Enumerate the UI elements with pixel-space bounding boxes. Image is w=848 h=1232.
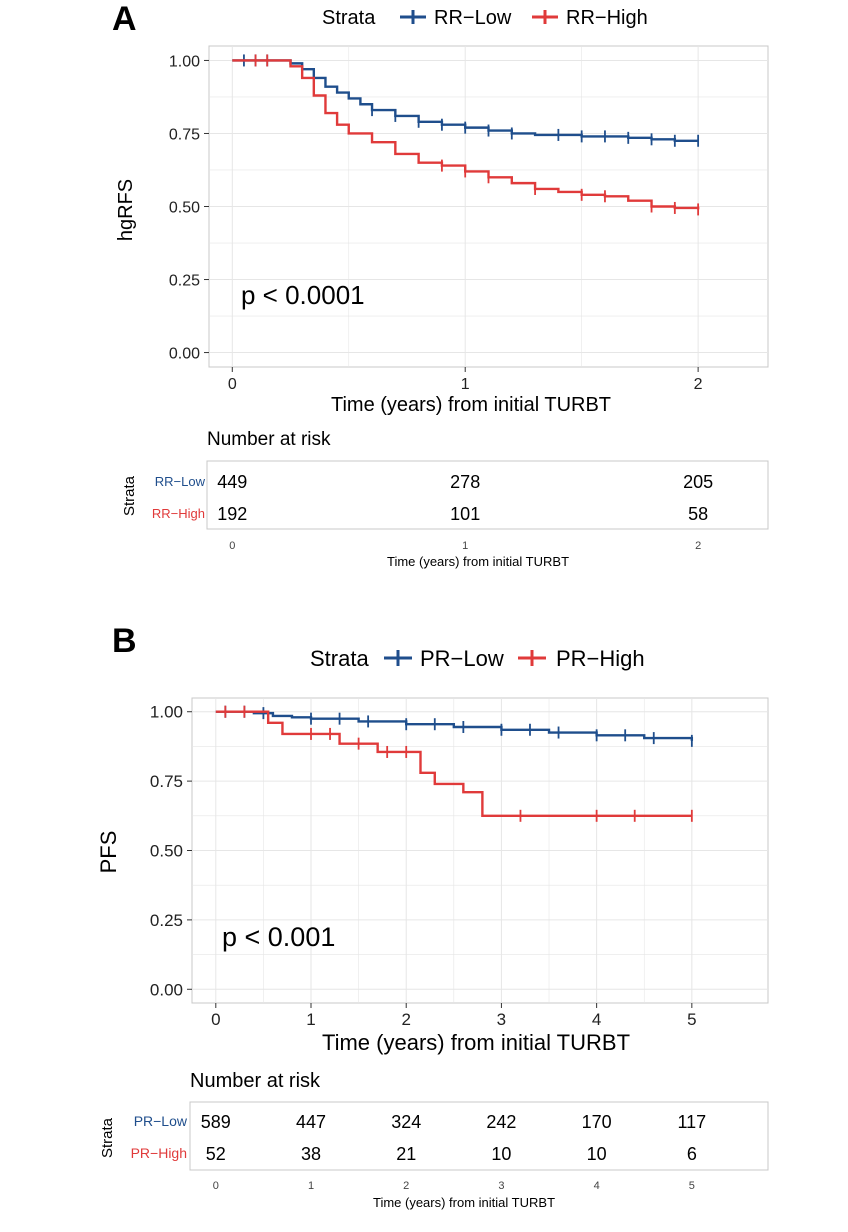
x-tick-label: 2	[694, 376, 703, 393]
risk-row-label-high: PR−High	[131, 1145, 187, 1161]
y-tick-label: 0.00	[150, 980, 183, 999]
panel-a: A Strata RR−Low RR−High 0 1 20.000.250.500…	[112, 0, 769, 569]
risk-count: 242	[486, 1112, 516, 1132]
risk-x-label-a: Time (years) from initial TURBT	[387, 554, 569, 569]
risk-count: 21	[396, 1144, 416, 1164]
risk-count: 449	[217, 472, 247, 492]
legend-a: Strata RR−Low RR−High	[322, 7, 648, 29]
x-axis-label-a: Time (years) from initial TURBT	[331, 394, 611, 416]
x-tick-label: 3	[497, 1010, 506, 1029]
curves-b	[215, 705, 694, 822]
panel-b: B Strata PR−Low PR−High 0 1 2 3 4 5 0.00 0.25 0.…	[96, 622, 769, 1210]
risk-x-tick-label: 4	[594, 1180, 600, 1192]
risk-table-a: RR−Low 449 278 205 RR−High 192 101 58 0 1 2	[152, 472, 713, 552]
risk-x-tick-label: 0	[229, 540, 235, 552]
y-tick-label: 0.25	[169, 273, 200, 290]
y-tick-label: 0.00	[169, 346, 200, 363]
panel-letter-b: B	[112, 622, 137, 660]
legend-title-b: Strata	[310, 646, 369, 671]
risk-count: 10	[491, 1144, 511, 1164]
legend-label-low-b: PR−Low	[420, 646, 504, 671]
axes-b: 0 1 2 3 4 5 0.00 0.25 0.50 0.75 1.00	[150, 703, 697, 1029]
km-curve-high	[215, 710, 692, 818]
risk-count: 6	[687, 1144, 697, 1164]
p-value-a: p < 0.0001	[241, 280, 365, 310]
legend-label-high-a: RR−High	[566, 7, 648, 29]
risk-table-frame-b	[189, 1101, 769, 1171]
risk-strata-label-a: Strata	[121, 475, 138, 516]
risk-count: 192	[217, 504, 247, 524]
risk-x-tick-label: 2	[403, 1180, 409, 1192]
risk-row-label-low: PR−Low	[134, 1113, 188, 1129]
risk-x-tick-label: 3	[498, 1180, 504, 1192]
risk-count: 589	[201, 1112, 231, 1132]
y-axis-label-a: hgRFS	[115, 179, 137, 241]
risk-table-title-a: Number at risk	[207, 429, 331, 450]
risk-x-tick-label: 1	[308, 1180, 314, 1192]
y-tick-label: 0.50	[169, 200, 200, 217]
x-tick-label: 4	[592, 1010, 601, 1029]
risk-count: 278	[450, 472, 480, 492]
panel-letter-a: A	[112, 0, 137, 38]
risk-count: 447	[296, 1112, 326, 1132]
p-value-b: p < 0.001	[222, 922, 335, 952]
x-axis-label-b: Time (years) from initial TURBT	[322, 1030, 630, 1055]
x-tick-label: 0	[228, 376, 237, 393]
risk-x-tick-label: 2	[695, 540, 701, 552]
risk-count: 38	[301, 1144, 321, 1164]
y-tick-label: 0.75	[150, 772, 183, 791]
grid-b	[192, 698, 768, 1003]
x-tick-label: 1	[461, 376, 470, 393]
y-tick-label: 0.75	[169, 126, 200, 143]
risk-table-frame-a	[206, 460, 769, 530]
risk-count: 58	[688, 504, 708, 524]
risk-count: 324	[391, 1112, 421, 1132]
risk-count: 170	[582, 1112, 612, 1132]
y-tick-label: 1.00	[169, 53, 200, 70]
axes-a: 0 1 2 0.00 0.25 0.50 0.75 1.00	[169, 53, 703, 393]
risk-count: 52	[206, 1144, 226, 1164]
y-tick-label: 0.25	[150, 911, 183, 930]
risk-count: 101	[450, 504, 480, 524]
legend-b: Strata PR−Low PR−High	[310, 646, 645, 671]
y-tick-label: 0.50	[150, 842, 183, 861]
risk-x-tick-label: 5	[689, 1180, 695, 1192]
risk-row-label-low: RR−Low	[155, 474, 206, 489]
legend-label-high-b: PR−High	[556, 646, 645, 671]
risk-x-label-b: Time (years) from initial TURBT	[373, 1195, 555, 1210]
y-tick-label: 1.00	[150, 703, 183, 722]
x-tick-label: 5	[687, 1010, 696, 1029]
risk-x-tick-label: 1	[462, 540, 468, 552]
x-tick-label: 0	[211, 1010, 220, 1029]
x-tick-label: 2	[401, 1010, 410, 1029]
risk-count: 117	[677, 1112, 706, 1132]
curves-a	[232, 54, 700, 216]
risk-count: 205	[683, 472, 713, 492]
risk-strata-label-b: Strata	[99, 1117, 116, 1158]
km-curve-low	[232, 59, 699, 142]
risk-table-title-b: Number at risk	[190, 1070, 321, 1092]
legend-label-low-a: RR−Low	[434, 7, 512, 29]
legend-title-a: Strata	[322, 7, 376, 29]
risk-row-label-high: RR−High	[152, 506, 205, 521]
x-tick-label: 1	[306, 1010, 315, 1029]
y-axis-label-b: PFS	[96, 831, 121, 874]
risk-count: 10	[587, 1144, 607, 1164]
risk-x-tick-label: 0	[213, 1180, 219, 1192]
